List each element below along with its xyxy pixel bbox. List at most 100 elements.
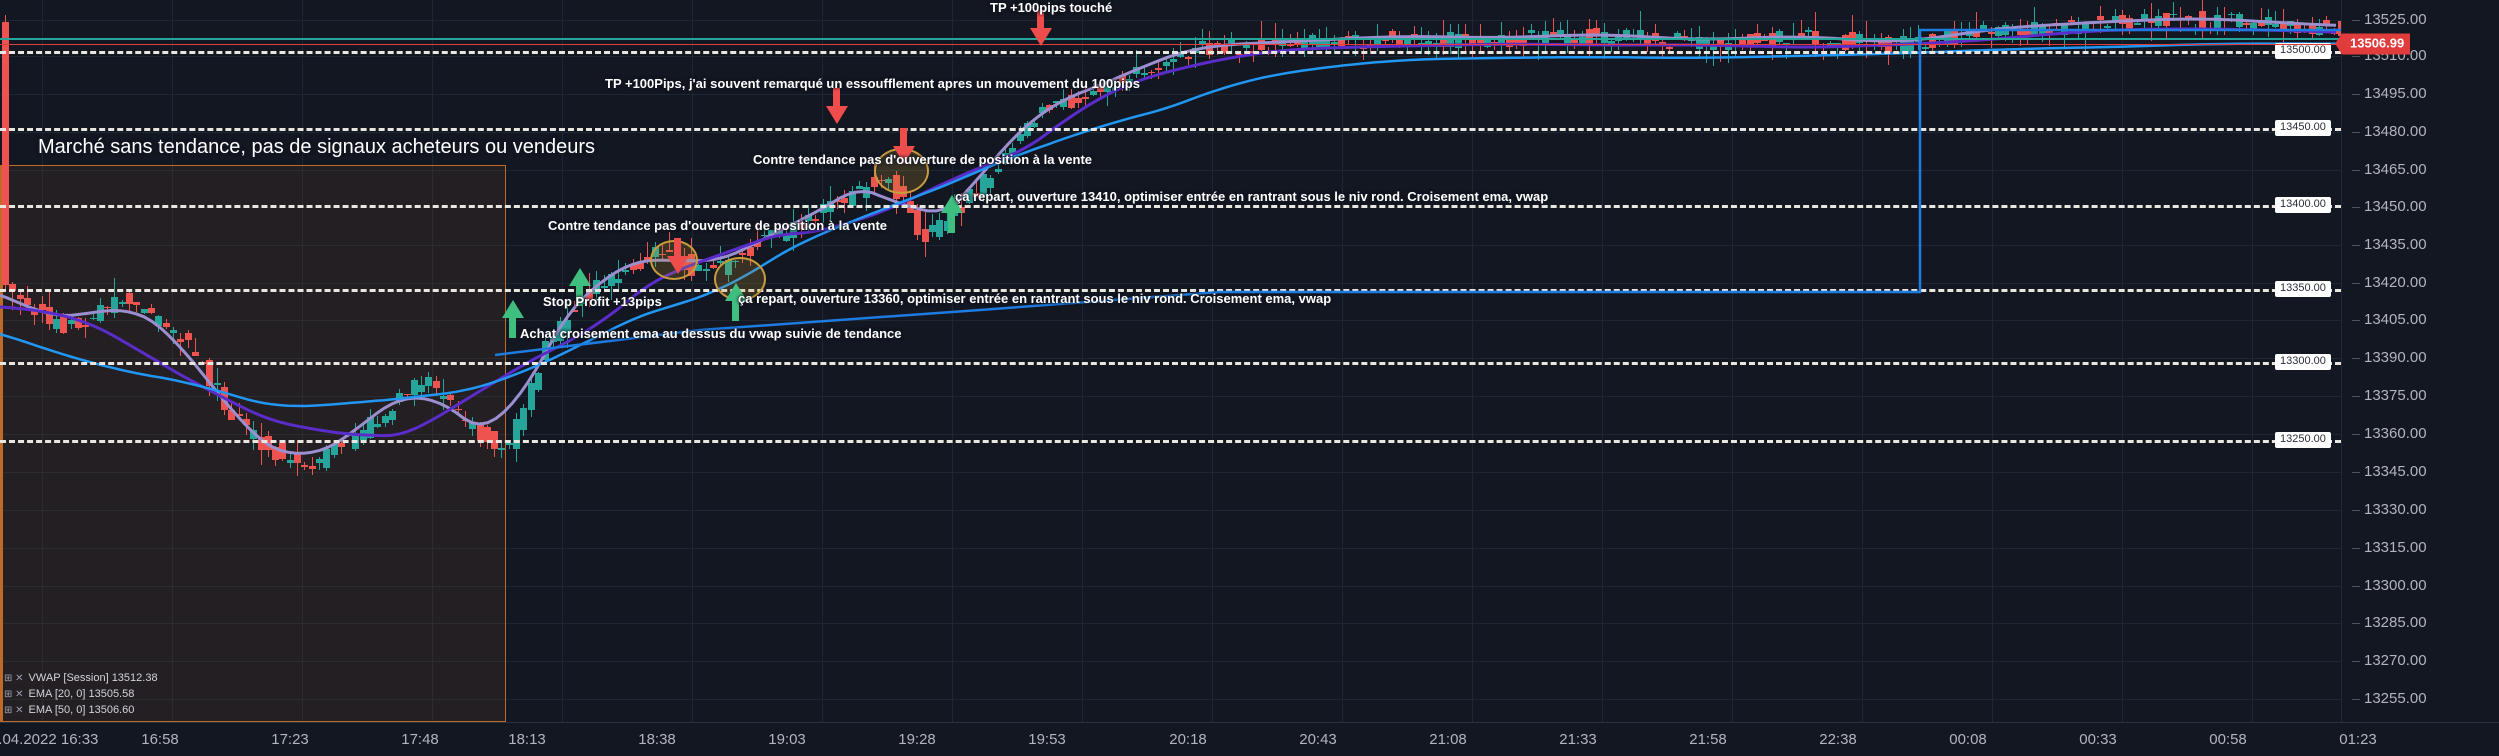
candle	[717, 0, 724, 722]
legend-row-0[interactable]: ⊞ ✕ VWAP [Session] 13512.38	[4, 672, 158, 685]
candle	[593, 0, 600, 722]
candle-body	[396, 392, 403, 403]
tick-dash-icon	[2352, 19, 2360, 21]
candle	[1732, 0, 1739, 722]
candle-wick	[2049, 24, 2050, 47]
candle-wick	[2231, 12, 2232, 23]
candle	[1513, 0, 1520, 722]
legend-visibility-icon[interactable]: ⊞ ✕	[4, 689, 24, 700]
candle	[528, 0, 535, 722]
time-axis[interactable]: 25.04.2022 16:33 16:58 17:23 17:48 18:13 18:3…	[0, 722, 2499, 756]
candle	[1878, 0, 1885, 722]
candle	[564, 0, 571, 722]
candle	[900, 0, 907, 722]
tick-dash-icon	[2352, 660, 2360, 662]
candle-body	[323, 448, 330, 468]
candle-body	[2119, 14, 2126, 25]
candle-body	[185, 332, 192, 340]
candle	[674, 0, 681, 722]
candle	[1287, 0, 1294, 722]
candle-wick	[647, 241, 648, 264]
candle	[185, 0, 192, 722]
candle-body	[834, 200, 841, 202]
price-axis[interactable]: 13525.00 13510.00 13495.00 13480.00 13465.00…	[2334, 0, 2499, 736]
candle	[199, 0, 206, 722]
candle	[279, 0, 286, 722]
chart-plot-area[interactable]: 13500.00 13450.00 13400.00 13350.00 13300.00…	[0, 0, 2341, 722]
candle-body	[2301, 29, 2308, 31]
candle-body	[1163, 62, 1170, 67]
candle	[2141, 0, 2148, 722]
candle	[1936, 0, 1943, 722]
candle	[2199, 0, 2206, 722]
tick-dash-icon	[2352, 169, 2360, 171]
candle	[2214, 0, 2221, 722]
candle	[1075, 0, 1082, 722]
candle-body	[2097, 16, 2104, 21]
candle	[535, 0, 542, 722]
candle	[2046, 0, 2053, 722]
candle	[148, 0, 155, 722]
legend-visibility-icon[interactable]: ⊞ ✕	[4, 705, 24, 716]
arrow-down-icon	[1030, 28, 1052, 46]
price-tick-6: 13435.00	[2352, 237, 2427, 253]
candle-body	[155, 316, 162, 327]
candle-body	[922, 228, 929, 243]
candle	[389, 0, 396, 722]
tick-dash-icon	[2352, 131, 2360, 133]
annotation-ca-repart-13360[interactable]: ça repart, ouverture 13360, optimiser en…	[738, 291, 1332, 306]
candle	[2039, 0, 2046, 722]
candle	[1893, 0, 1900, 722]
round-level-line-4	[0, 362, 2341, 365]
candle-body	[1053, 101, 1060, 104]
annotation-contre-tendance-1[interactable]: Contre tendance pas d'ouverture de posit…	[548, 218, 887, 233]
candle	[907, 0, 914, 722]
candle	[1163, 0, 1170, 722]
candle	[1761, 0, 1768, 722]
candle-body	[374, 424, 381, 427]
legend-visibility-icon[interactable]: ⊞ ✕	[4, 673, 24, 684]
candle	[1681, 0, 1688, 722]
grid-line-horizontal	[0, 510, 2341, 511]
candle-body	[53, 319, 60, 329]
annotation-achat-croisement[interactable]: Achat croisement ema au dessus du vwap s…	[520, 326, 902, 341]
candle-body	[1141, 72, 1148, 76]
candle-body	[111, 296, 118, 313]
round-level-tag-3: 13350.00	[2275, 281, 2331, 297]
candle	[352, 0, 359, 722]
candle	[1849, 0, 1856, 722]
annotation-ca-repart-13410[interactable]: ça repart, ouverture 13410, optimiser en…	[955, 189, 1549, 204]
legend-row-2[interactable]: ⊞ ✕ EMA [50, 0] 13506.60	[4, 704, 134, 717]
annotation-tp100pips-essoufflement[interactable]: TP +100Pips, j'ai souvent remarqué un es…	[605, 76, 1140, 91]
candle	[783, 0, 790, 722]
annotation-stop-profit[interactable]: Stop Profit +13pips	[543, 294, 662, 309]
candle-body	[2294, 24, 2301, 34]
candle	[1002, 0, 1009, 722]
annotation-contre-tendance-2[interactable]: Contre tendance pas d'ouverture de posit…	[753, 152, 1092, 167]
candle-body	[2280, 24, 2287, 31]
candle-body	[2024, 30, 2031, 37]
annotation-tp100-touche[interactable]: TP +100pips touché	[990, 0, 1113, 15]
candle	[1929, 0, 1936, 722]
candle	[1009, 0, 1016, 722]
arrow-down-icon	[893, 146, 915, 164]
legend-row-1[interactable]: ⊞ ✕ EMA [20, 0] 13505.58	[4, 688, 134, 701]
price-tick-4: 13465.00	[2352, 162, 2427, 178]
ellipse-zone-contre-tendance-2[interactable]	[874, 148, 929, 194]
candle	[2163, 0, 2170, 722]
candle-body	[528, 382, 535, 410]
candle-body	[1966, 28, 1973, 37]
candle-wick	[443, 378, 444, 411]
annotation-no-trend[interactable]: Marché sans tendance, pas de signaux ach…	[38, 136, 596, 158]
candle	[601, 0, 608, 722]
candle	[1557, 0, 1564, 722]
candle-body	[995, 169, 1002, 173]
arrow-up-icon	[502, 300, 524, 318]
candle	[126, 0, 133, 722]
candle	[1053, 0, 1060, 722]
candle	[659, 0, 666, 722]
candle-body	[1820, 45, 1827, 49]
current-price-tag: 13506.99	[2334, 33, 2411, 55]
candle	[1294, 0, 1301, 722]
time-tick-17: 00:58	[2209, 731, 2247, 748]
